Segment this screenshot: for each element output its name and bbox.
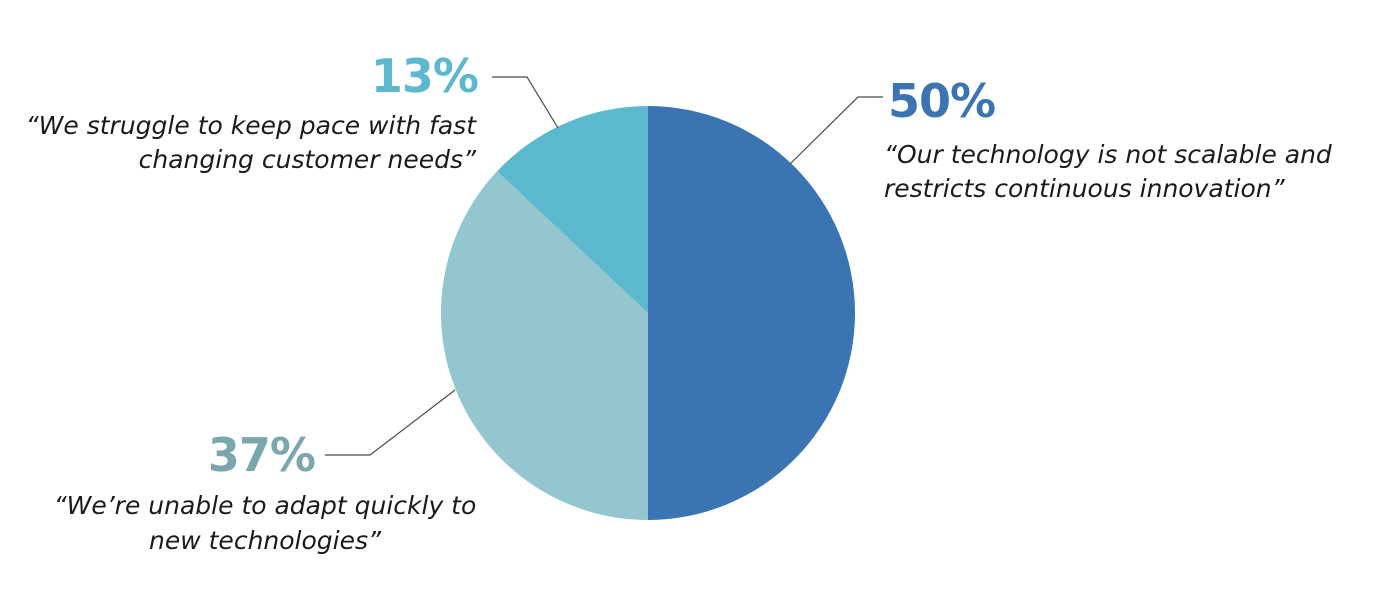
slice-13-quote-line1: “We struggle to keep pace with fast (26, 111, 477, 140)
leader-line-13 (492, 76, 559, 129)
slice-13-quote-line2: changing customer needs” (139, 145, 477, 174)
pie-slice-50 (648, 106, 855, 520)
pie-slices (441, 106, 855, 520)
slice-37-quote-line2: new technologies” (149, 526, 382, 555)
leader-line-37 (325, 389, 456, 456)
leader-lines (325, 76, 883, 456)
slice-50-quote-line1: “Our technology is not scalable and (884, 140, 1332, 169)
slice-50-quote-line2: restricts continuous innovation” (884, 174, 1286, 203)
slice-37-quote-line1: “We’re unable to adapt quickly to (54, 491, 477, 520)
slice-37-percent: 37% (208, 428, 315, 482)
slice-13-percent: 13% (371, 49, 478, 103)
pie-slice-13 (497, 106, 648, 313)
pie-slice-37 (441, 171, 648, 520)
leader-line-50 (789, 96, 883, 165)
slice-50-percent: 50% (888, 74, 995, 128)
